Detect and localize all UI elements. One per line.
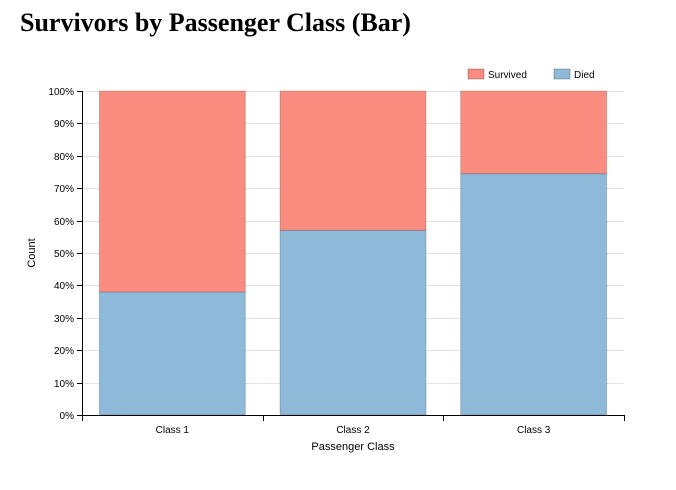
y-axis-title: Count: [26, 238, 38, 267]
y-tick-label: 10%: [54, 379, 74, 390]
bars: [98, 90, 608, 416]
y-tick-label: 0%: [60, 411, 75, 422]
x-tick-label: Class 2: [336, 425, 370, 436]
legend: Survived Died: [467, 68, 595, 81]
y-tick-label: 50%: [54, 249, 74, 260]
legend-label-died: Died: [574, 70, 595, 81]
x-tick-label: Class 3: [517, 425, 551, 436]
y-tick-label: 40%: [54, 281, 74, 292]
legend-swatch-died: [553, 68, 571, 80]
bar-died-class-3: [460, 173, 608, 416]
bar-survived-class-3: [460, 90, 608, 175]
y-tick-label: 60%: [54, 217, 74, 228]
x-axis-title: Passenger Class: [311, 441, 395, 453]
legend-swatch-survived: [467, 68, 485, 80]
y-tick-label: 100%: [48, 87, 74, 98]
bar-survived-class-2: [279, 90, 427, 231]
y-tick-label: 20%: [54, 346, 74, 357]
y-tick-label: 70%: [54, 184, 74, 195]
bar-died-class-1: [98, 291, 246, 416]
bar-survived-class-1: [98, 90, 246, 293]
chart-title: Survivors by Passenger Class (Bar): [20, 8, 411, 37]
bar-died-class-2: [279, 229, 427, 416]
x-tick-label: Class 1: [156, 425, 190, 436]
legend-label-survived: Survived: [488, 70, 527, 81]
y-tick-label: 90%: [54, 119, 74, 130]
y-tick-label: 80%: [54, 152, 74, 163]
axes: 0% 10% 20% 30% 40% 50% 60% 70% 80% 90% 100% Class 1…: [48, 87, 625, 436]
y-tick-label: 30%: [54, 314, 74, 325]
